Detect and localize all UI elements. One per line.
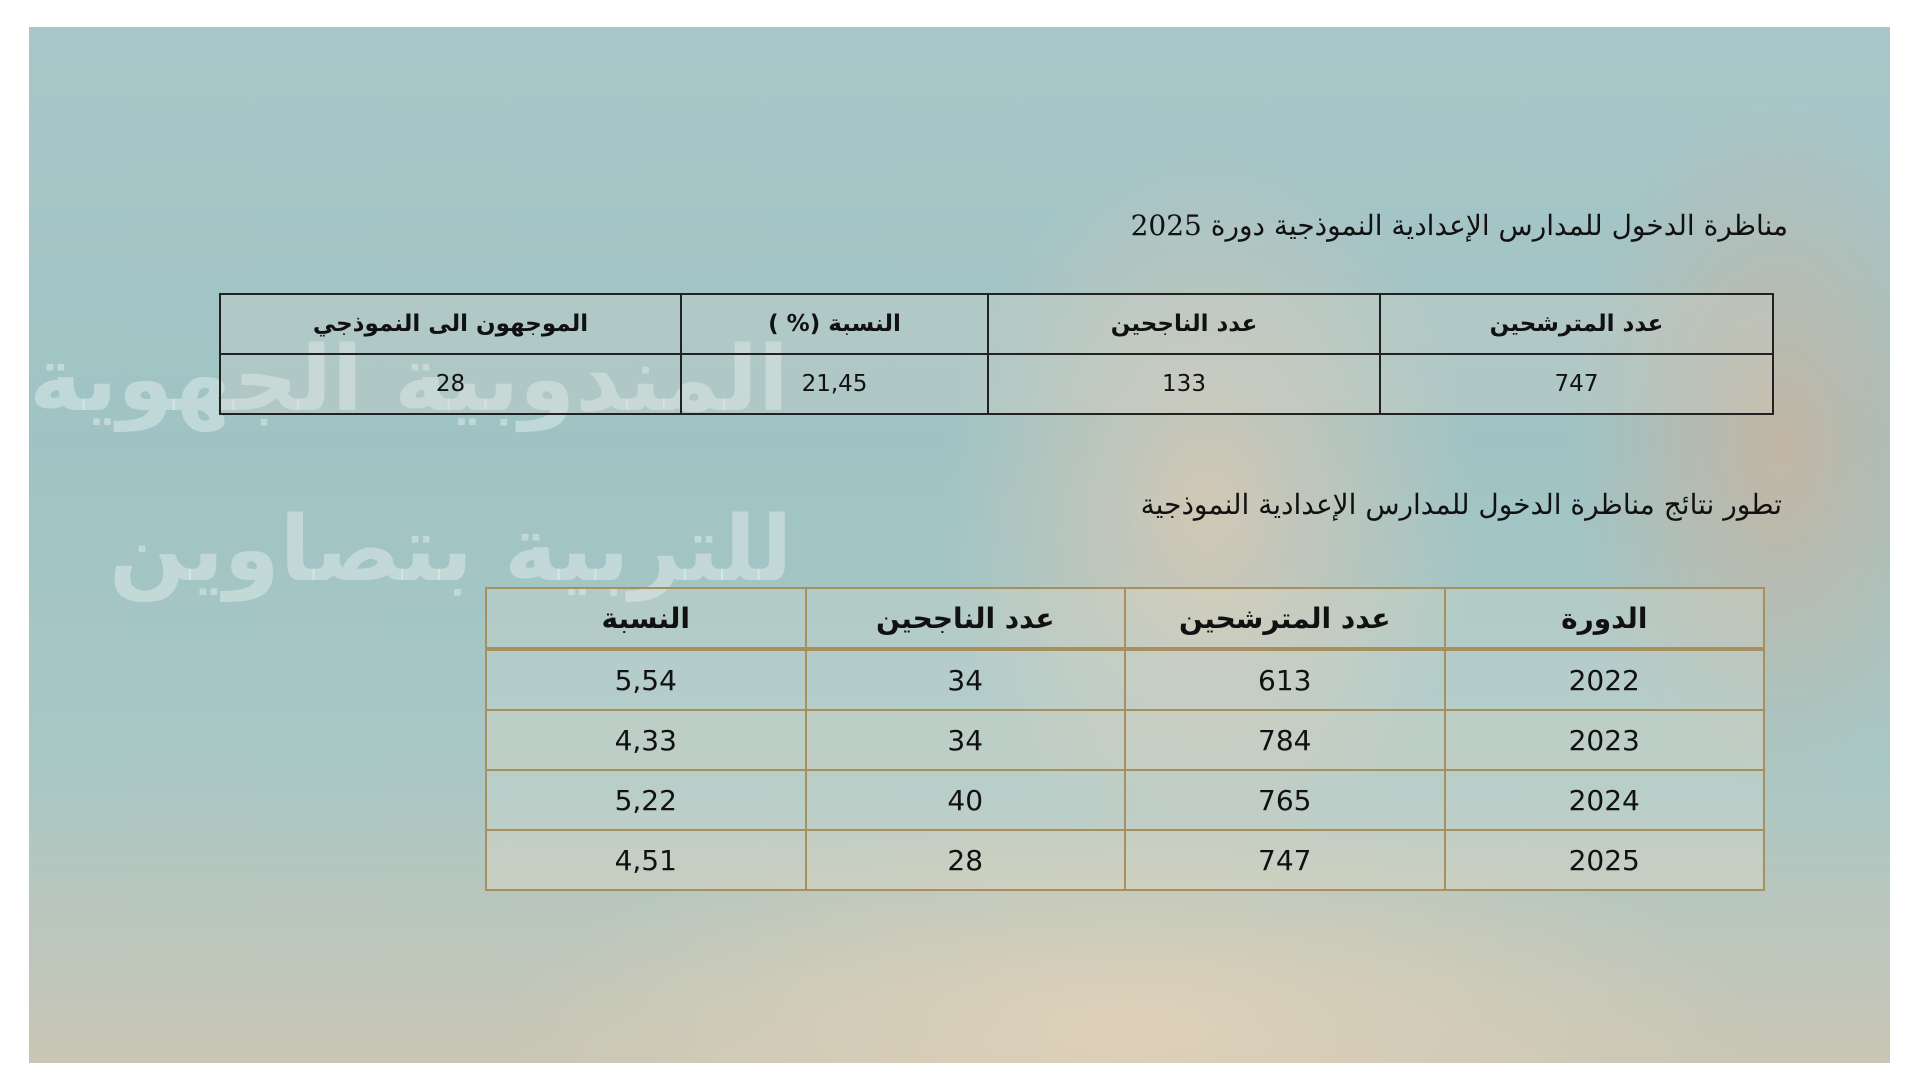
table-cell: 784 xyxy=(1124,709,1446,771)
table-cell: 747 xyxy=(1379,353,1774,415)
table-cell: 2025 xyxy=(1443,829,1765,891)
slide: المندوبية الجهوية للتربية بتصاوين مناظرة… xyxy=(29,27,1890,1063)
table-cell: 747 xyxy=(1124,829,1446,891)
results-2025-table: عدد المترشحين عدد الناجحين النسبة (% ) ا… xyxy=(219,293,1774,415)
table-row: 2022 613 34 5,54 xyxy=(485,648,1765,711)
table-cell: 2022 xyxy=(1443,648,1765,711)
table-header-row: عدد المترشحين عدد الناجحين النسبة (% ) ا… xyxy=(219,293,1774,355)
table-row: 747 133 21,45 28 xyxy=(219,353,1774,415)
table-cell: 21,45 xyxy=(680,353,989,415)
table-cell: 2024 xyxy=(1443,769,1765,831)
header-cell: عدد الناجحين xyxy=(987,293,1381,355)
results-evolution-table: الدورة عدد المترشحين عدد الناجحين النسبة… xyxy=(485,587,1765,891)
table-cell: 40 xyxy=(804,769,1126,831)
table-cell: 28 xyxy=(219,353,682,415)
table-row: 2023 784 34 4,33 xyxy=(485,709,1765,771)
section1-title: مناظرة الدخول للمدارس الإعدادية النموذجي… xyxy=(1130,209,1788,242)
table-row: 2024 765 40 5,22 xyxy=(485,769,1765,831)
header-cell: النسبة xyxy=(485,587,807,651)
header-cell: الموجهون الى النموذجي xyxy=(219,293,682,355)
header-cell: عدد الناجحين xyxy=(804,587,1126,651)
table-cell: 5,54 xyxy=(485,648,807,711)
table-cell: 5,22 xyxy=(485,769,807,831)
header-cell: عدد المترشحين xyxy=(1379,293,1774,355)
section2-title: تطور نتائج مناظرة الدخول للمدارس الإعداد… xyxy=(1140,488,1782,521)
table-cell: 4,33 xyxy=(485,709,807,771)
table-row: 2025 747 28 4,51 xyxy=(485,829,1765,891)
table-cell: 765 xyxy=(1124,769,1446,831)
watermark-logo-text-2: للتربية بتصاوين xyxy=(109,497,793,602)
header-cell: النسبة (% ) xyxy=(680,293,989,355)
table-cell: 34 xyxy=(804,648,1126,711)
header-cell: عدد المترشحين xyxy=(1124,587,1446,651)
table-cell: 2023 xyxy=(1443,709,1765,771)
table-cell: 34 xyxy=(804,709,1126,771)
header-cell: الدورة xyxy=(1443,587,1765,651)
table-header-row: الدورة عدد المترشحين عدد الناجحين النسبة xyxy=(485,587,1765,651)
table-cell: 28 xyxy=(804,829,1126,891)
table-cell: 133 xyxy=(987,353,1381,415)
table-cell: 4,51 xyxy=(485,829,807,891)
table-cell: 613 xyxy=(1124,648,1446,711)
